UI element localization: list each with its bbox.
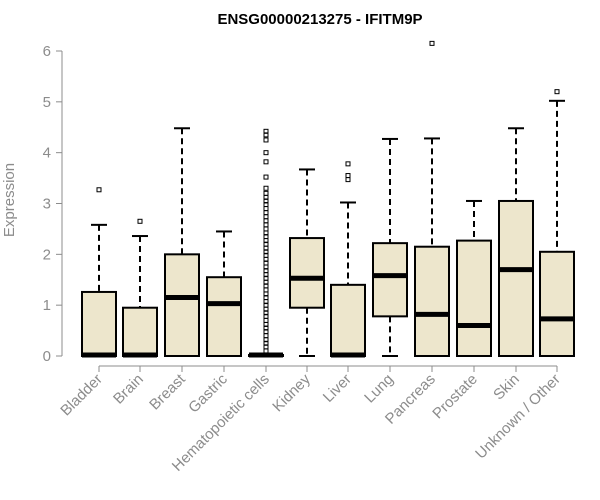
y-tick-label: 5 — [43, 94, 51, 111]
x-tick-label: Liver — [320, 371, 355, 406]
outlier-point — [345, 161, 351, 167]
box-group — [330, 161, 366, 358]
box-group — [498, 127, 534, 357]
box — [164, 253, 200, 357]
y-tick-label: 3 — [43, 196, 51, 213]
outlier-point — [263, 287, 269, 293]
y-tick-label: 4 — [43, 145, 51, 162]
outlier-point — [345, 173, 351, 179]
outlier-point — [137, 218, 143, 224]
box-group — [206, 230, 242, 358]
box — [414, 245, 450, 357]
outlier-point — [263, 214, 269, 220]
outlier-point — [263, 222, 269, 228]
y-axis-label: Expression — [1, 163, 18, 237]
box-group — [122, 218, 158, 358]
box-group — [539, 89, 575, 358]
y-tick-label: 6 — [43, 43, 51, 60]
box — [81, 290, 117, 358]
outlier-point — [263, 150, 269, 156]
box-group — [248, 128, 284, 358]
box — [122, 306, 158, 358]
outlier-point — [96, 187, 102, 193]
box — [372, 242, 408, 318]
box-group — [289, 168, 325, 357]
box — [289, 237, 325, 309]
box — [206, 276, 242, 358]
outlier-point — [263, 333, 269, 339]
outlier-point — [263, 206, 269, 212]
outlier-point — [263, 190, 269, 196]
box-group — [372, 137, 408, 357]
y-tick-label: 1 — [43, 297, 51, 314]
outlier-point — [554, 89, 560, 95]
outlier-point — [263, 185, 269, 191]
x-tick-label: Bladder — [57, 371, 106, 420]
box — [539, 250, 575, 358]
outlier-point — [345, 177, 351, 183]
outlier-point — [263, 226, 269, 232]
y-tick-label: 2 — [43, 246, 51, 263]
box — [498, 199, 534, 357]
x-tick-label: Prostate — [429, 371, 481, 423]
outlier-point — [263, 218, 269, 224]
box — [330, 283, 366, 358]
y-axis: 0 1 2 3 4 5 6 — [43, 43, 63, 365]
x-tick-label: Skin — [490, 371, 523, 404]
outlier-point — [263, 348, 269, 354]
x-tick-label: Lung — [361, 371, 397, 407]
boxes — [81, 40, 575, 358]
box-group — [414, 40, 450, 357]
box-group — [164, 127, 200, 357]
outlier-point — [263, 317, 269, 323]
chart-title: ENSG00000213275 - IFITM9P — [217, 11, 422, 28]
x-tick-label: Brain — [110, 371, 147, 408]
box-group — [81, 187, 117, 358]
x-tick-label: Kidney — [269, 370, 314, 415]
outlier-point — [429, 40, 435, 46]
x-tick-label: Breast — [146, 370, 189, 413]
outlier-point — [263, 137, 269, 143]
outlier-point — [263, 132, 269, 138]
outlier-point — [263, 159, 269, 165]
outlier-point — [263, 174, 269, 180]
box-group — [456, 199, 492, 358]
outlier-point — [263, 210, 269, 216]
y-tick-label: 0 — [43, 348, 51, 365]
box — [456, 239, 492, 358]
